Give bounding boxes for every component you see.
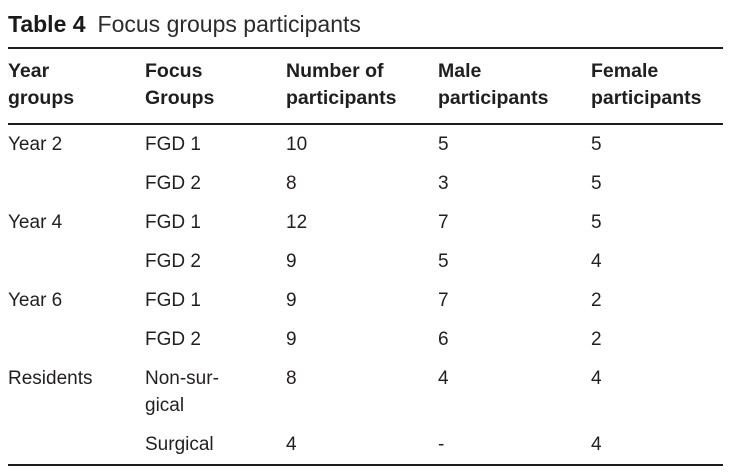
table-title: Table 4 Focus groups participants: [8, 9, 723, 39]
column-header-number-participants: Number of participants: [286, 48, 438, 125]
cell-number-participants: 8: [286, 173, 297, 194]
table-caption: Focus groups participants: [97, 11, 361, 37]
cell-focus-group: FGD 2: [145, 329, 201, 350]
focus-groups-table: Year groups Focus Groups Number of parti…: [8, 47, 723, 466]
table-row: Year 2 FGD 1 10 5 5: [8, 124, 723, 164]
cell-male-participants: 7: [438, 290, 449, 311]
cell-focus-group: FGD 2: [145, 251, 201, 272]
column-header-female-participants: Female participants: [591, 48, 723, 125]
cell-year-group: Year 2: [8, 134, 63, 155]
cell-focus-group: FGD 1: [145, 212, 201, 233]
cell-female-participants: 4: [591, 368, 602, 389]
cell-number-participants: 9: [286, 251, 297, 272]
cell-male-participants: 5: [438, 134, 449, 155]
table-row: FGD 2 9 6 2: [8, 320, 723, 359]
cell-female-participants: 5: [591, 173, 602, 194]
cell-male-participants: 3: [438, 173, 449, 194]
cell-focus-group: FGD 1: [145, 290, 201, 311]
cell-year-group: [8, 425, 145, 465]
cell-male-participants: 7: [438, 212, 449, 233]
cell-female-participants: 4: [591, 251, 602, 272]
cell-year-group: Year 4: [8, 212, 63, 233]
cell-number-participants: 9: [286, 329, 297, 350]
cell-year-group: Year 6: [8, 290, 63, 311]
cell-female-participants: 2: [591, 329, 602, 350]
cell-female-participants: 5: [591, 212, 602, 233]
cell-focus-group: Non-sur- gical: [145, 368, 219, 416]
cell-male-participants: 4: [438, 368, 449, 389]
cell-male-participants: -: [438, 434, 445, 455]
cell-number-participants: 12: [286, 212, 308, 233]
table-row: Residents Non-sur- gical 8 4 4: [8, 359, 723, 425]
cell-number-participants: 8: [286, 368, 297, 389]
table-number-label: Table 4: [8, 11, 86, 37]
cell-year-group: [8, 320, 145, 359]
header-row: Year groups Focus Groups Number of parti…: [8, 48, 723, 125]
cell-year-group: [8, 164, 145, 203]
cell-focus-group: Surgical: [145, 434, 214, 455]
cell-year-group: [8, 242, 145, 281]
column-header-male-participants: Male participants: [438, 48, 591, 125]
cell-female-participants: 5: [591, 134, 602, 155]
cell-number-participants: 10: [286, 134, 308, 155]
cell-year-group: Residents: [8, 368, 93, 389]
table-row: Year 4 FGD 1 12 7 5: [8, 203, 723, 242]
cell-male-participants: 6: [438, 329, 449, 350]
cell-number-participants: 9: [286, 290, 297, 311]
column-header-year-groups: Year groups: [8, 48, 145, 125]
cell-female-participants: 2: [591, 290, 602, 311]
cell-number-participants: 4: [286, 434, 297, 455]
table-row: Year 6 FGD 1 9 7 2: [8, 281, 723, 320]
table-row: FGD 2 9 5 4: [8, 242, 723, 281]
cell-female-participants: 4: [591, 434, 602, 455]
table-row: Surgical 4 - 4: [8, 425, 723, 465]
column-header-focus-groups: Focus Groups: [145, 48, 286, 125]
table-row: FGD 2 8 3 5: [8, 164, 723, 203]
cell-focus-group: FGD 2: [145, 173, 201, 194]
cell-male-participants: 5: [438, 251, 449, 272]
cell-focus-group: FGD 1: [145, 134, 201, 155]
